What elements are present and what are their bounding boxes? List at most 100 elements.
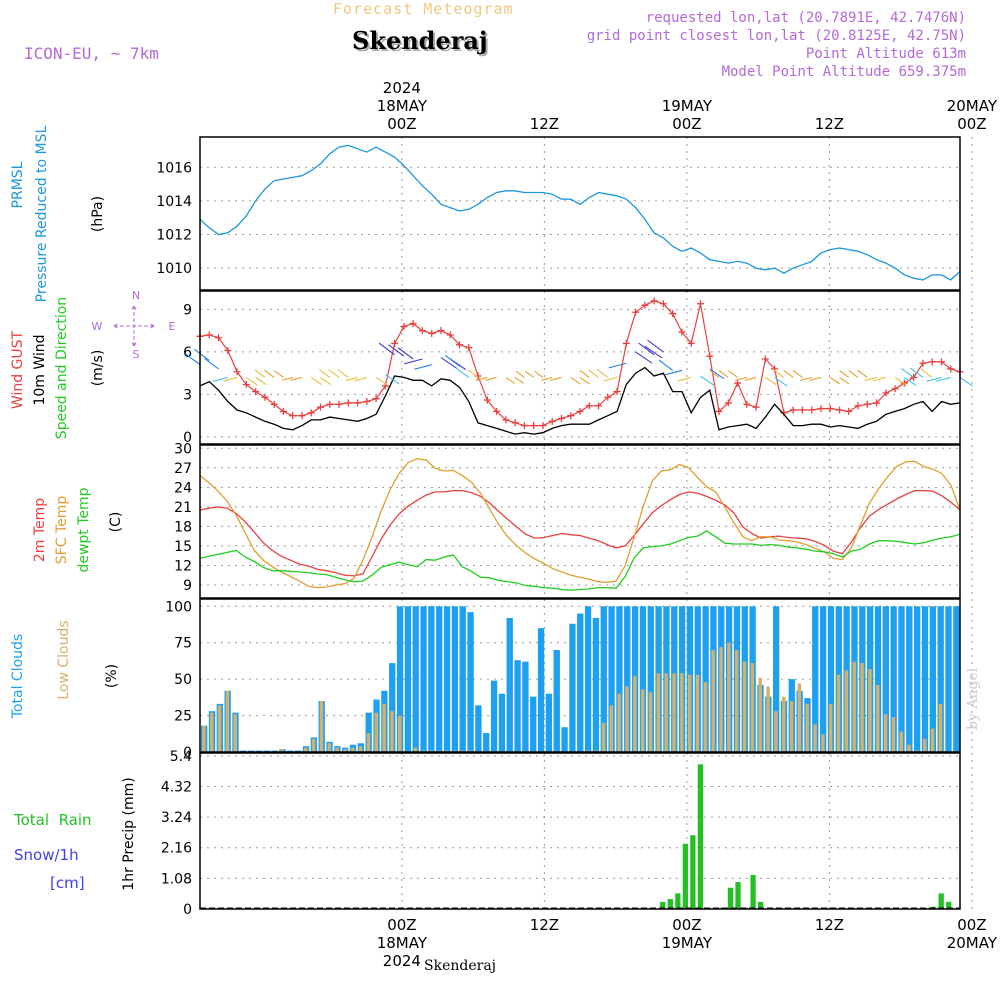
total-cloud-bar [412,606,419,752]
wind-direction-arrow [515,370,525,378]
rain-bar [675,893,681,909]
low-cloud-bar [774,711,778,752]
top-time-label: 00Z [957,115,986,133]
wind-direction-arrow [290,376,303,381]
wind-direction-arrow [337,369,349,378]
total-cloud-bar [561,727,568,752]
total-cloud-bar [428,606,435,752]
y-tick-label: 1.08 [161,871,192,887]
total-cloud-bar [467,612,474,752]
gust-marker [595,402,603,410]
low-cloud-bar [311,738,316,752]
grid-point-coords: grid point closest lon,lat (20.8125E, 42… [586,28,966,44]
low-cloud-bar [327,743,332,752]
wind-direction-arrow [608,362,627,369]
gust-marker [604,393,612,401]
rain-bar [938,893,944,909]
bottom-time-label: 12Z [815,916,844,934]
gust-marker [465,344,473,352]
low-cloud-bar [703,682,708,752]
y-tick-label: 27 [174,461,192,477]
y-tick-label: 21 [174,500,192,516]
gust-marker [613,388,621,396]
wind-direction-arrow [388,344,405,357]
y-tick-label: 9 [183,302,192,318]
wind-direction-arrow [354,376,367,382]
wind-direction-arrow [635,351,653,364]
total-cloud-bar [647,606,654,752]
gust-marker [372,395,380,403]
low-cloud-bar [225,690,230,752]
wind-direction-arrow [745,376,757,381]
clouds-title-total: Total Clouds [10,634,26,719]
top-time-label: 12Z [815,115,844,133]
bottom-time-label: 12Z [530,916,559,934]
total-cloud-bar [475,705,482,752]
total-cloud-bar [553,650,560,752]
low-cloud-bar [217,705,222,752]
precip-title-rain: Total Rain [13,811,92,829]
gust-marker [641,301,649,309]
low-cloud-bar [711,650,715,752]
y-tick-label: 18 [174,519,192,535]
compass-south: S [133,348,140,361]
gust-marker [752,403,760,411]
total-cloud-bar [569,623,576,752]
wind-direction-arrow [644,345,663,359]
panel-frame-precipitation [199,752,961,910]
low-cloud-bar [868,668,872,752]
gust-marker [252,388,260,396]
low-cloud-bar [625,686,629,752]
gust-marker [418,327,426,335]
total-cloud-bar [937,606,944,752]
wind-direction-arrow [414,364,432,370]
wind-title-gust: Wind GUST [10,330,26,409]
gust-marker [557,415,565,422]
low-cloud-bar [758,677,762,752]
total-cloud-bar [584,606,592,752]
wind-direction-arrow [959,376,973,387]
total-cloud-bar [953,606,960,752]
wind-direction-arrow [864,376,877,382]
total-cloud-bar [827,606,835,752]
wind-direction-arrow [254,369,266,378]
low-cloud-bar [280,749,284,752]
wind-direction-arrow [475,376,488,381]
wind-direction-arrow [514,376,525,384]
total-cloud-bar [396,606,404,752]
sfc-temp-line [199,458,961,589]
low-cloud-bar [734,650,739,752]
low-cloud-bar [672,673,676,752]
gust-marker [456,341,464,349]
gust-marker [205,331,213,339]
temp-title-sfc: SFC Temp [54,496,70,565]
y-tick-label: 30 [174,441,192,457]
panel-frame-temperature [199,444,961,599]
wind-direction-arrow [596,369,609,378]
wind-direction-arrow [274,370,284,378]
y-tick-label: 3.24 [161,810,192,826]
gust-marker [947,365,955,373]
wind-direction-arrow [246,376,258,386]
panel-frame-clouds [199,598,961,753]
gust-marker [289,412,297,420]
wind-direction-arrow [194,348,210,361]
pressure-title-2: Pressure Reduced to MSL [34,125,50,302]
gust-marker [326,400,334,408]
total-cloud-bar [451,606,459,752]
gust-marker [882,389,890,397]
gust-marker [845,407,853,415]
gust-marker [891,385,899,393]
gust-line [199,300,961,427]
clouds-unit: (%) [104,664,120,688]
compass-west: W [92,320,103,333]
chart-subtitle: Forecast Meteogram [333,0,514,18]
total-cloud-bar [459,606,466,752]
rain-bar [697,764,704,909]
low-cloud-bar [727,642,731,752]
wind-direction-arrow [799,376,812,382]
gust-marker [919,359,927,367]
total-cloud-bar [592,617,600,752]
rain-bar [660,901,666,909]
rain-bar [690,835,696,909]
